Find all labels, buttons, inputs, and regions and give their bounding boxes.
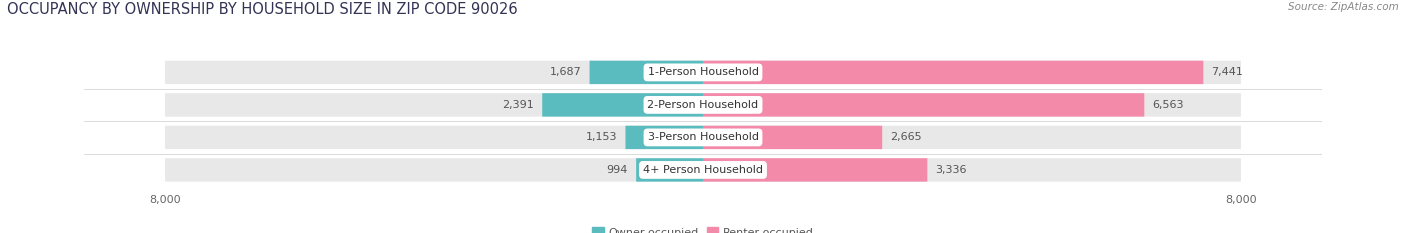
Text: Source: ZipAtlas.com: Source: ZipAtlas.com <box>1288 2 1399 12</box>
FancyBboxPatch shape <box>165 93 1241 116</box>
Text: 1,687: 1,687 <box>550 67 582 77</box>
Text: 3,336: 3,336 <box>935 165 967 175</box>
FancyBboxPatch shape <box>703 126 882 149</box>
FancyBboxPatch shape <box>165 158 1241 182</box>
Text: 6,563: 6,563 <box>1153 100 1184 110</box>
Text: 3-Person Household: 3-Person Household <box>648 132 758 142</box>
FancyBboxPatch shape <box>165 61 1241 84</box>
Text: 2,391: 2,391 <box>502 100 534 110</box>
FancyBboxPatch shape <box>703 93 1144 116</box>
Text: 1,153: 1,153 <box>586 132 617 142</box>
Text: 7,441: 7,441 <box>1212 67 1243 77</box>
FancyBboxPatch shape <box>165 126 1241 149</box>
FancyBboxPatch shape <box>703 61 1204 84</box>
FancyBboxPatch shape <box>636 158 703 182</box>
Text: 4+ Person Household: 4+ Person Household <box>643 165 763 175</box>
Text: 994: 994 <box>607 165 628 175</box>
Text: 2-Person Household: 2-Person Household <box>647 100 759 110</box>
FancyBboxPatch shape <box>543 93 703 116</box>
FancyBboxPatch shape <box>589 61 703 84</box>
FancyBboxPatch shape <box>703 158 928 182</box>
Text: 2,665: 2,665 <box>890 132 922 142</box>
Text: 1-Person Household: 1-Person Household <box>648 67 758 77</box>
Text: OCCUPANCY BY OWNERSHIP BY HOUSEHOLD SIZE IN ZIP CODE 90026: OCCUPANCY BY OWNERSHIP BY HOUSEHOLD SIZE… <box>7 2 517 17</box>
FancyBboxPatch shape <box>626 126 703 149</box>
Legend: Owner-occupied, Renter-occupied: Owner-occupied, Renter-occupied <box>592 227 814 233</box>
